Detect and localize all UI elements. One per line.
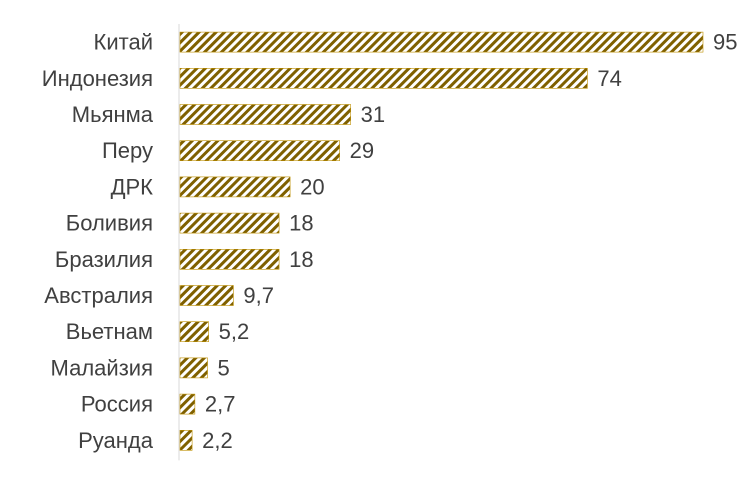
- bar: [179, 285, 234, 306]
- data-label: 18: [289, 247, 313, 272]
- data-label: 2,7: [205, 392, 236, 417]
- category-label: Малайзия: [51, 355, 153, 380]
- category-label: Австралия: [44, 283, 153, 308]
- bar: [179, 104, 351, 125]
- data-label: 29: [350, 138, 374, 163]
- bars-layer: [179, 31, 704, 451]
- category-label: Мьянма: [72, 102, 154, 127]
- bar: [179, 357, 208, 379]
- bar: [179, 140, 340, 161]
- category-labels: Китай Индонезия Мьянма Перу ДРК Боливия Бразил…: [42, 30, 154, 453]
- category-label: ДРК: [111, 174, 154, 199]
- category-label: Китай: [94, 30, 153, 55]
- data-label: 18: [289, 211, 313, 236]
- bar: [179, 68, 588, 89]
- data-label: 20: [300, 174, 324, 199]
- value-labels: 95 74 31 29 20 18 18 9,7 5,2 5 2,7 2,2: [202, 30, 737, 453]
- bar: [179, 393, 196, 415]
- category-label: Вьетнам: [66, 319, 153, 344]
- category-label: Перу: [102, 138, 153, 163]
- bar: [179, 176, 291, 198]
- bar: [179, 31, 704, 53]
- data-label: 95: [713, 30, 737, 55]
- bar: [179, 321, 209, 343]
- category-label: Бразилия: [55, 247, 153, 272]
- data-label: 5: [218, 355, 230, 380]
- data-label: 2,2: [202, 428, 233, 453]
- bar: [179, 249, 280, 270]
- data-label: 74: [597, 66, 621, 91]
- category-label: Индонезия: [42, 66, 153, 91]
- bar: [179, 212, 280, 234]
- category-label: Боливия: [66, 211, 153, 236]
- data-label: 9,7: [243, 283, 274, 308]
- category-label: Россия: [81, 392, 153, 417]
- data-label: 31: [361, 102, 385, 127]
- bar: [179, 429, 193, 451]
- data-label: 5,2: [219, 319, 250, 344]
- category-label: Руанда: [78, 428, 154, 453]
